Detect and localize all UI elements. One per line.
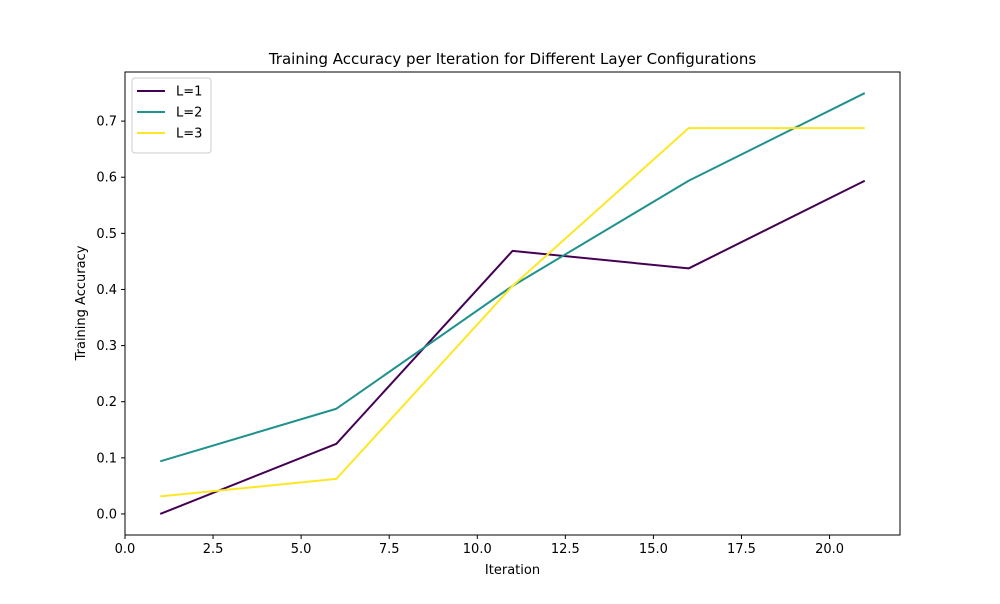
legend: L=1 L=2 L=3 xyxy=(131,77,212,154)
legend-label-3: L=3 xyxy=(176,127,202,142)
x-axis-label: Iteration xyxy=(485,563,540,578)
x-tick-label-6: 15.0 xyxy=(639,542,668,557)
y-axis-label: Training Accuracy xyxy=(74,245,89,361)
legend-box xyxy=(131,77,212,154)
legend-label-1: L=1 xyxy=(176,85,202,100)
series-layer xyxy=(159,92,866,515)
x-tick-label-4: 10.0 xyxy=(463,542,492,557)
y-tick-label-4: 0.4 xyxy=(96,283,117,298)
x-tick-label-5: 12.5 xyxy=(551,542,580,557)
y-tick-label-5: 0.5 xyxy=(96,227,117,242)
x-tick-label-0: 0.0 xyxy=(115,542,136,557)
x-tick-label-2: 5.0 xyxy=(291,542,312,557)
x-tick-label-8: 20.0 xyxy=(815,542,844,557)
x-tick-label-3: 7.5 xyxy=(379,542,400,557)
series-line-3 xyxy=(160,127,865,498)
axes-layer: 0.0 2.5 5.0 7.5 10.0 12.5 15.0 17.5 20.0 0.0 0.1 0.… xyxy=(96,71,901,557)
y-tick-label-3: 0.3 xyxy=(96,339,117,354)
series-line-2 xyxy=(159,92,866,463)
y-tick-label-6: 0.6 xyxy=(96,171,117,186)
plot-frame xyxy=(124,71,901,536)
y-tick-label-0: 0.0 xyxy=(96,507,117,522)
legend-label-2: L=2 xyxy=(176,106,202,121)
x-tick-label-7: 17.5 xyxy=(727,542,756,557)
y-tick-label-2: 0.2 xyxy=(96,395,117,410)
chart-title: Training Accuracy per Iteration for Diff… xyxy=(268,50,756,68)
y-tick-label-1: 0.1 xyxy=(96,451,117,466)
y-tick-label-7: 0.7 xyxy=(96,115,117,130)
x-tick-label-1: 2.5 xyxy=(203,542,224,557)
series-line-1 xyxy=(159,179,866,515)
